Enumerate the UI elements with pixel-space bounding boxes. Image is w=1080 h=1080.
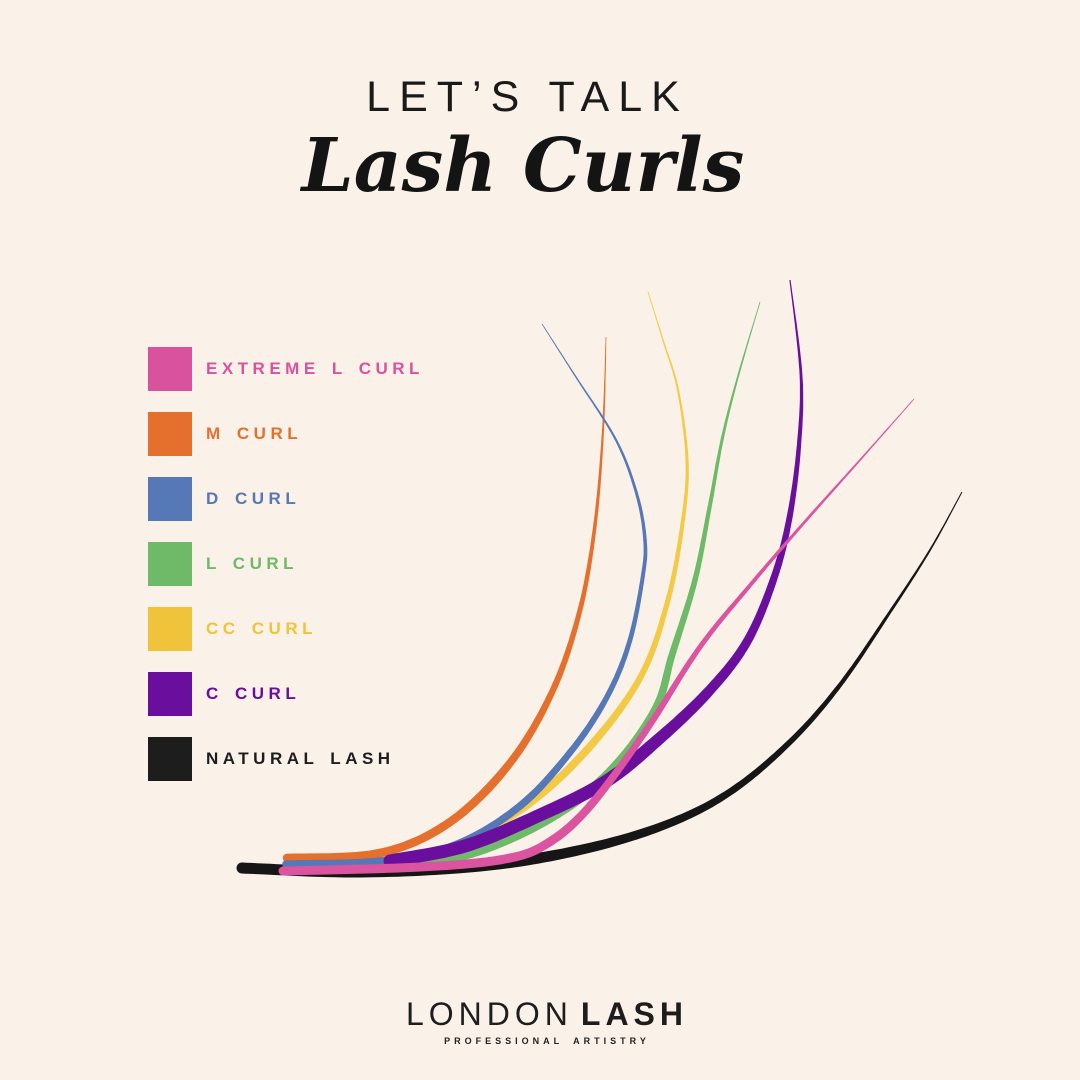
legend-item-m-curl: M CURL	[148, 412, 424, 456]
legend-label: D CURL	[206, 489, 301, 508]
curl-curve-cc-curl	[374, 291, 689, 864]
m-curl-color-swatch	[148, 412, 192, 456]
legend-label: EXTREME L CURL	[206, 359, 424, 378]
legend-label: CC CURL	[206, 619, 317, 638]
brand-name-light: LONDON	[405, 996, 573, 1032]
curl-curve-base-cap	[282, 853, 292, 863]
brand-tagline: PROFESSIONAL ARTISTRY	[444, 1036, 650, 1046]
page-header: LET’S TALK Lash Curls	[301, 73, 745, 209]
d-curl-color-swatch	[148, 477, 192, 521]
legend-item-c-curl: C CURL	[148, 672, 424, 716]
curl-curve-natural-lash	[241, 491, 963, 878]
legend-item-l-curl: L CURL	[148, 542, 424, 586]
brand-name-bold: LASH	[580, 996, 689, 1032]
c-curl-color-swatch	[148, 672, 192, 716]
l-curl-color-swatch	[148, 542, 192, 586]
extreme-l-curl-color-swatch	[148, 347, 192, 391]
natural-lash-color-swatch	[148, 737, 192, 781]
legend-item-extreme-l-curl: EXTREME L CURL	[148, 347, 424, 391]
legend-item-cc-curl: CC CURL	[148, 607, 424, 651]
legend-label: C CURL	[206, 684, 301, 703]
legend-label: M CURL	[206, 424, 303, 443]
brand-logo: LONDON LASH	[406, 998, 688, 1030]
curl-curve-base-cap	[278, 866, 288, 876]
cc-curl-color-swatch	[148, 607, 192, 651]
curl-legend: EXTREME L CURL M CURL D CURL L CURL CC CURL C…	[148, 347, 424, 781]
legend-label: L CURL	[206, 554, 299, 573]
curl-curve-extreme-l-curl	[282, 398, 915, 876]
curl-curve-base-cap	[236, 862, 248, 874]
legend-label: NATURAL LASH	[206, 749, 395, 768]
legend-item-natural-lash: NATURAL LASH	[148, 737, 424, 781]
legend-item-d-curl: D CURL	[148, 477, 424, 521]
page-title: Lash Curls	[301, 123, 745, 209]
curl-curve-base-cap	[282, 860, 290, 868]
kicker-text: LET’S TALK	[366, 73, 689, 121]
brand-footer: LONDON LASH PROFESSIONAL ARTISTRY	[406, 998, 688, 1046]
